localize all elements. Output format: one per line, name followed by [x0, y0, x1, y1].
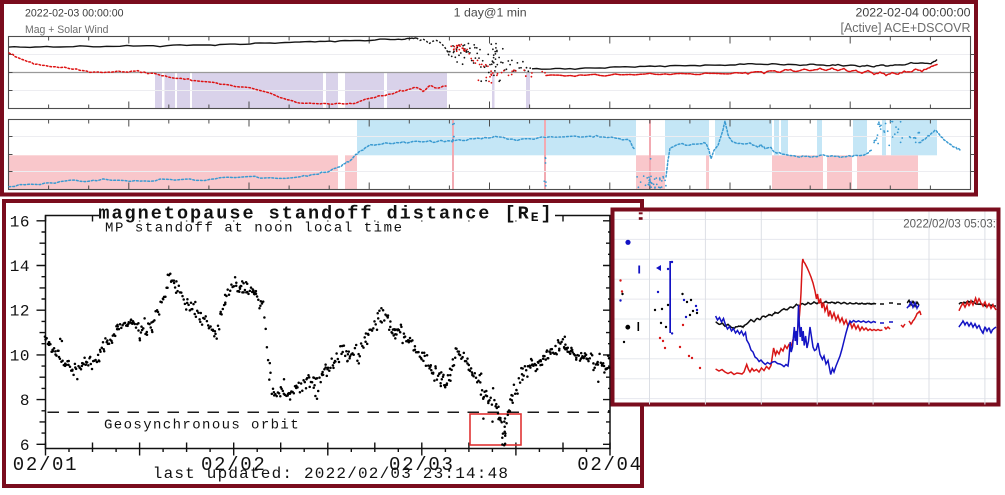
svg-text:[Active] ACE+DSCOVR: [Active] ACE+DSCOVR	[841, 20, 971, 35]
svg-text:last updated: 2022/02/03 23:1: last updated: 2022/02/03 23:14:48	[153, 465, 509, 483]
svg-text:02/03: 02/03	[389, 454, 455, 476]
svg-text:MP standoff at noon local time: MP standoff at noon local time	[105, 221, 404, 237]
svg-text:8: 8	[20, 392, 30, 410]
svg-text:12: 12	[10, 303, 30, 321]
svg-text:10: 10	[10, 347, 30, 365]
svg-text:02/01: 02/01	[13, 454, 79, 476]
svg-text:magnetopause standoff distance: magnetopause standoff distance [RE]	[98, 204, 553, 226]
svg-text:Geosynchronous orbit: Geosynchronous orbit	[104, 418, 300, 434]
svg-text:2022-02-04 00:00:00: 2022-02-04 00:00:00	[856, 8, 971, 20]
svg-text:Mag + Solar Wind: Mag + Solar Wind	[25, 24, 109, 36]
svg-text:2022/02/03 05:03:: 2022/02/03 05:03:	[903, 219, 996, 231]
svg-text:02/02: 02/02	[201, 454, 267, 476]
svg-text:16: 16	[10, 213, 30, 231]
svg-text:02/04: 02/04	[577, 454, 643, 476]
svg-text:2022-02-03 00:00:00: 2022-02-03 00:00:00	[25, 8, 124, 20]
svg-text:6: 6	[20, 437, 30, 455]
svg-text:14: 14	[10, 258, 30, 276]
svg-text:1 day@1 min: 1 day@1 min	[454, 6, 527, 20]
